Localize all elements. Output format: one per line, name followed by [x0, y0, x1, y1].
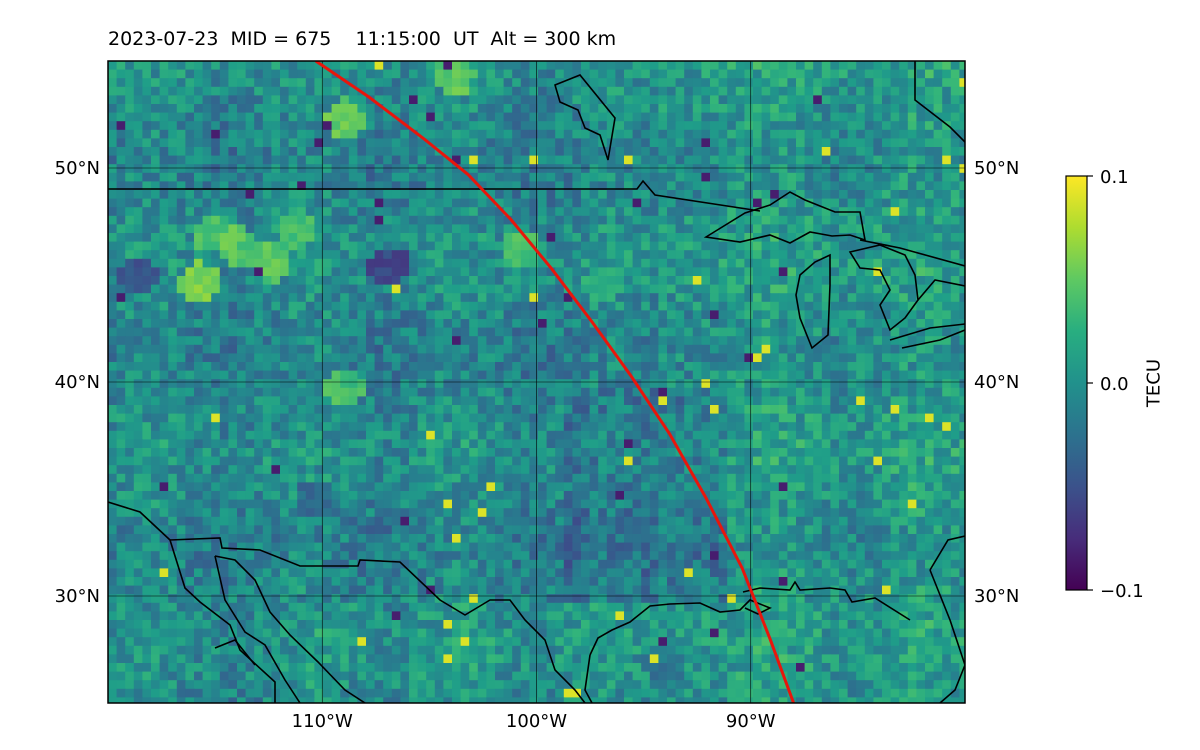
lat-tick-label-right: 50°N — [974, 158, 1019, 179]
colorbar-tick-label: 0.1 — [1100, 167, 1129, 188]
lat-tick-label-left: 30°N — [55, 586, 100, 607]
colorbar-label: TECU — [1143, 358, 1165, 408]
coastlines — [108, 61, 965, 703]
lat-tick-label-right: 30°N — [974, 586, 1019, 607]
track-line — [314, 61, 796, 703]
tec-field — [108, 61, 965, 703]
colorbar-tick-label: −0.1 — [1100, 581, 1144, 602]
lat-tick-label-right: 40°N — [974, 372, 1019, 393]
lat-tick-label-left: 50°N — [55, 158, 100, 179]
colorbar-tick-label: 0.0 — [1100, 374, 1129, 395]
colorbar-ticks: 0.1 0.0 −0.1 — [1087, 167, 1144, 602]
colorbar — [1065, 175, 1088, 591]
map-frame — [107, 60, 966, 704]
lon-tick-label: 90°W — [726, 711, 776, 732]
graticule — [108, 61, 965, 703]
lat-tick-label-left: 40°N — [55, 372, 100, 393]
axis-ticks: 50°N 50°N 40°N 40°N 30°N 30°N 110°W 100°W 90°W — [55, 158, 1020, 732]
lon-tick-label: 110°W — [292, 711, 353, 732]
lon-tick-label: 100°W — [506, 711, 567, 732]
map-title: 2023-07-23 MID = 675 11:15:00 UT Alt = 3… — [108, 28, 617, 50]
